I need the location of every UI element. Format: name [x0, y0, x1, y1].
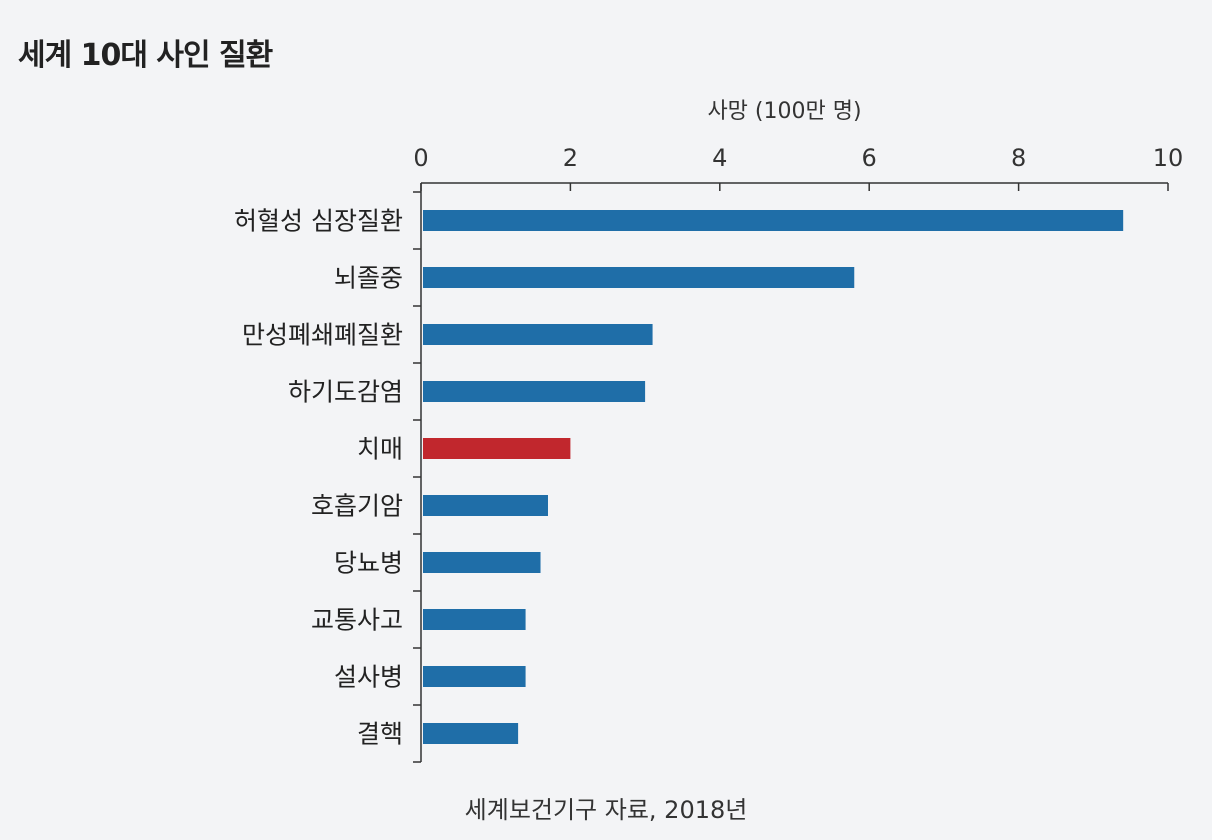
category-label: 당뇨병	[334, 549, 403, 578]
bar	[423, 552, 541, 573]
category-label: 치매	[357, 435, 403, 464]
bar	[423, 438, 571, 459]
category-label: 하기도감염	[288, 378, 403, 407]
x-axis-label: 사망 (100만 명)	[707, 99, 861, 124]
source-note: 세계보건기구 자료, 2018년	[464, 796, 748, 824]
bar	[423, 324, 653, 345]
bar	[423, 381, 646, 402]
x-tick-label: 8	[1011, 144, 1026, 172]
category-label: 뇌졸중	[334, 264, 403, 293]
chart-title: 세계 10대 사인 질환	[18, 38, 273, 73]
bar	[423, 723, 519, 744]
bar	[423, 609, 526, 630]
category-label: 호흡기암	[311, 492, 403, 521]
bar	[423, 666, 526, 687]
category-label: 허혈성 심장질환	[234, 207, 403, 236]
x-tick-label: 4	[712, 144, 727, 172]
category-label: 교통사고	[311, 606, 403, 635]
x-tick-label: 2	[563, 144, 578, 172]
x-tick-label: 0	[413, 144, 428, 172]
x-tick-label: 6	[862, 144, 877, 172]
category-label: 결핵	[357, 720, 403, 749]
category-label: 설사병	[334, 663, 403, 692]
bar	[423, 267, 855, 288]
x-tick-label: 10	[1153, 144, 1184, 172]
bar	[423, 495, 548, 516]
category-label: 만성폐쇄폐질환	[242, 321, 403, 350]
bar	[423, 210, 1124, 231]
